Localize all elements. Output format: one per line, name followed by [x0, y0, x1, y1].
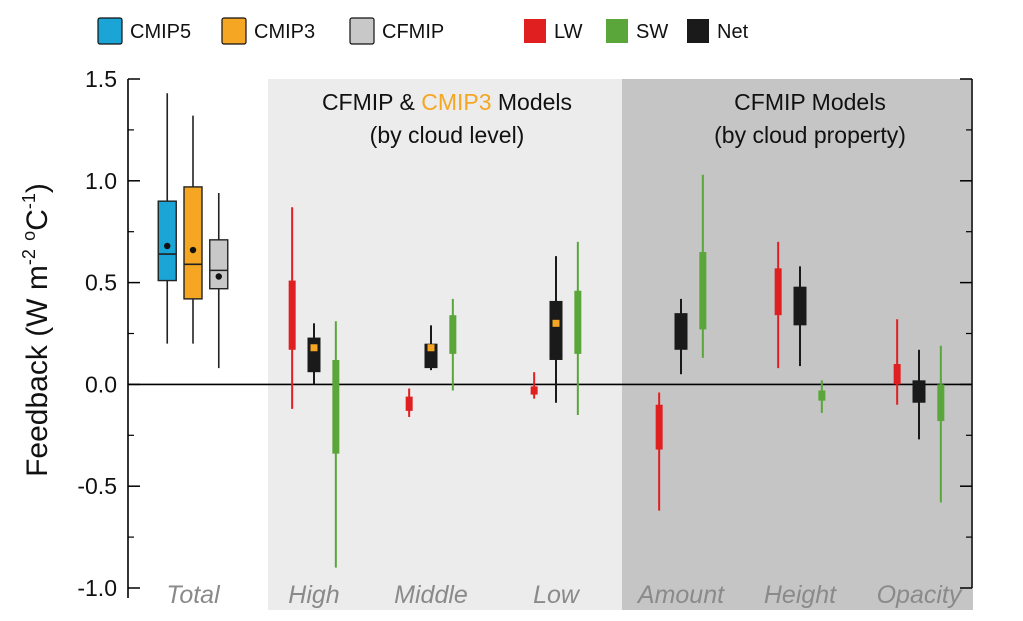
legend-swatch-lw	[524, 19, 546, 43]
y-axis-label: Feedback (W m-2 oC-1)	[19, 183, 54, 477]
iqr-box-sw-high	[332, 359, 340, 454]
legend-swatch-cmip3	[221, 17, 247, 45]
axes: -1.0 -0.5 0.0 0.5 1.0 1.5	[77, 66, 973, 601]
iqr-box-total-cmip3	[183, 186, 203, 300]
iqr-box-lw-high	[288, 280, 296, 350]
iqr-box-net-low	[549, 300, 563, 360]
iqr-box-lw-amount	[655, 404, 663, 450]
y-axis-label-end: )	[21, 183, 54, 193]
legend-label-net: Net	[717, 21, 749, 43]
y-axis-label-mid	[21, 241, 54, 249]
y-tick-label: 0.5	[85, 270, 117, 296]
panel-cloud-level-background	[268, 79, 622, 610]
box-sw-high	[332, 321, 340, 568]
box-sw-low	[574, 241, 582, 415]
mean-marker-net-low	[552, 319, 560, 327]
y-tick-label: -1.0	[77, 575, 117, 601]
iqr-box-net-amount	[674, 313, 688, 350]
iqr-box-net-opacity	[912, 380, 926, 403]
box-total-cfmip	[209, 193, 229, 369]
y-tick-label: 1.5	[85, 66, 117, 92]
iqr-box-sw-height	[818, 390, 826, 401]
panel-cloud-property-subtitle: (by cloud property)	[714, 122, 906, 148]
box-lw-high	[288, 207, 296, 409]
legend-label-cfmip: CFMIP	[382, 21, 444, 43]
legend-swatch-sw	[606, 19, 628, 43]
box-lw-amount	[655, 392, 663, 511]
boxes	[157, 93, 945, 568]
iqr-box-lw-low	[530, 386, 538, 395]
mean-marker-net-middle	[427, 344, 435, 352]
category-label-middle: Middle	[394, 581, 468, 609]
mean-marker-net-high	[310, 344, 318, 352]
legend-swatch-cfmip	[349, 17, 375, 45]
box-net-height	[793, 266, 807, 367]
iqr-box-total-cmip5	[157, 200, 177, 282]
box-sw-height	[818, 380, 826, 413]
box-lw-low	[530, 372, 538, 399]
legend-swatch-net	[687, 19, 709, 43]
mean-dot-total-cfmip	[215, 273, 222, 280]
box-net-low	[549, 256, 563, 403]
box-sw-middle	[449, 298, 457, 391]
box-net-middle	[424, 325, 438, 371]
iqr-box-lw-height	[774, 268, 782, 316]
box-net-high	[307, 323, 321, 385]
legend-swatch-cmip5	[97, 17, 123, 45]
category-label-opacity: Opacity	[877, 581, 963, 609]
iqr-box-total-cfmip	[209, 239, 229, 290]
iqr-box-sw-opacity	[937, 384, 945, 422]
y-axis-label-sup3: -1	[19, 193, 39, 209]
category-label-total: Total	[166, 581, 221, 609]
box-total-cmip3	[183, 115, 203, 344]
legend-label-lw: LW	[554, 21, 583, 43]
panel-cloud-level-title-prefix: CFMIP &	[322, 89, 421, 115]
y-tick-label: 0.0	[85, 371, 117, 397]
box-sw-opacity	[937, 345, 945, 503]
category-labels: Total High Middle Low Amount Height Opacity	[166, 581, 963, 609]
y-axis-label-sup1: -2	[19, 249, 39, 265]
y-axis-label-unit: C	[21, 209, 54, 231]
legend: CMIP5 CMIP3 CFMIP LW SW Net	[97, 17, 749, 45]
mean-dot-total-cmip5	[164, 242, 171, 250]
y-axis-label-sup2: o	[19, 231, 39, 241]
box-net-amount	[674, 298, 688, 375]
legend-label-cmip3: CMIP3	[254, 21, 315, 43]
box-net-opacity	[912, 349, 926, 440]
box-total-cmip5	[157, 93, 177, 344]
category-label-high: High	[288, 581, 339, 609]
y-tick-label: -0.5	[77, 473, 117, 499]
iqr-box-lw-opacity	[893, 364, 901, 385]
category-label-low: Low	[533, 581, 581, 609]
y-axis-label-main: Feedback (W m	[21, 265, 54, 477]
iqr-box-lw-middle	[405, 396, 413, 411]
panel-cloud-level-title-highlight: CMIP3	[421, 89, 491, 115]
panel-cloud-level-title: CFMIP & CMIP3 Models	[322, 89, 572, 115]
iqr-box-net-high	[307, 337, 321, 373]
panel-cloud-property-title: CFMIP Models	[734, 89, 886, 115]
legend-label-sw: SW	[636, 21, 668, 43]
iqr-box-sw-low	[574, 290, 582, 354]
iqr-box-sw-amount	[699, 252, 707, 330]
mean-dot-total-cmip3	[189, 246, 197, 254]
y-tick-label: 1.0	[85, 168, 117, 194]
panel-cloud-level-title-suffix: Models	[492, 89, 573, 115]
iqr-box-sw-middle	[449, 315, 457, 354]
panel-cloud-level-subtitle: (by cloud level)	[370, 122, 525, 148]
legend-label-cmip5: CMIP5	[130, 21, 191, 43]
box-sw-amount	[699, 174, 707, 358]
box-lw-opacity	[893, 319, 901, 405]
category-label-height: Height	[764, 581, 837, 609]
box-lw-middle	[405, 388, 413, 417]
iqr-box-net-height	[793, 286, 807, 326]
box-lw-height	[774, 241, 782, 369]
category-label-amount: Amount	[636, 581, 725, 609]
